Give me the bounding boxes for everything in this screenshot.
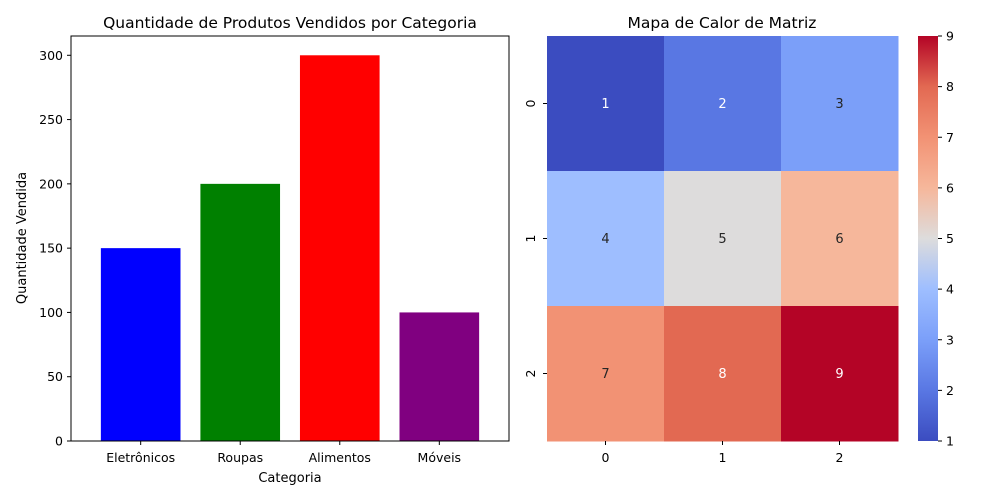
bar-y-tick-label: 200 <box>39 176 63 191</box>
colorbar-tick-label: 1 <box>946 434 954 449</box>
heatmap-cell <box>781 36 899 172</box>
heatmap-cell <box>547 306 665 442</box>
heatmap-cell <box>781 171 899 307</box>
bar-chart-marks <box>100 55 480 442</box>
bar-y-tick-label: 300 <box>39 48 63 63</box>
bar-chart-y-ticks: 0 50 100 150 200 250 300 <box>39 48 71 449</box>
colorbar-tick-label: 2 <box>946 383 954 398</box>
bar-2 <box>299 55 380 442</box>
colorbar-ticks: 1 2 3 4 5 6 7 8 9 <box>938 29 954 449</box>
heatmap-cell <box>547 36 665 172</box>
colorbar-tick-label: 8 <box>946 79 954 94</box>
bar-chart-x-ticks: Eletrônicos Roupas Alimentos Móveis <box>106 441 461 465</box>
colorbar-tick-label: 5 <box>946 231 954 246</box>
heatmap-x-ticks: 0 1 2 <box>602 441 844 465</box>
heatmap-y-tick-label: 0 <box>523 99 538 107</box>
heatmap-x-tick-label: 1 <box>719 450 727 465</box>
bar-x-tick-label: Roupas <box>217 450 263 465</box>
heatmap-cell-value: 7 <box>601 367 609 382</box>
bar-x-tick-label: Eletrônicos <box>106 450 175 465</box>
heatmap-cell <box>664 171 782 307</box>
bar-1 <box>200 183 281 441</box>
bar-y-tick-label: 50 <box>47 369 63 384</box>
colorbar-tick-label: 7 <box>946 130 954 145</box>
colorbar-tick-label: 6 <box>946 180 954 195</box>
heatmap-y-tick-label: 2 <box>523 370 538 378</box>
heatmap-cell <box>664 36 782 172</box>
heatmap-cell-value: 3 <box>835 97 843 112</box>
heatmap-cell-value: 6 <box>835 232 843 247</box>
heatmap-colorbar: 1 2 3 4 5 6 7 8 9 <box>918 29 954 449</box>
bar-x-tick-label: Alimentos <box>309 450 371 465</box>
heatmap-title: Mapa de Calor de Matriz <box>628 14 817 32</box>
bar-y-tick-label: 150 <box>39 241 63 256</box>
heatmap-cell-value: 5 <box>718 232 726 247</box>
bar-3 <box>399 312 480 441</box>
heatmap-cell-labels: 1 2 3 4 5 6 7 8 9 <box>601 97 843 382</box>
heatmap-cell-value: 4 <box>601 232 609 247</box>
heatmap-y-tick-label: 1 <box>523 235 538 243</box>
colorbar-gradient <box>918 36 938 441</box>
bar-chart-title: Quantidade de Produtos Vendidos por Cate… <box>103 14 477 32</box>
bar-x-tick-label: Móveis <box>418 450 462 465</box>
bar-y-tick-label: 100 <box>39 305 63 320</box>
heatmap-cell-value: 8 <box>718 367 726 382</box>
colorbar-tick-label: 4 <box>946 282 954 297</box>
heatmap-cells <box>547 36 899 442</box>
bar-0 <box>100 248 181 441</box>
heatmap-cell-value: 1 <box>601 97 609 112</box>
colorbar-tick-label: 9 <box>946 29 954 44</box>
heatmap-cell <box>781 306 899 442</box>
bar-y-tick-label: 0 <box>55 434 63 449</box>
heatmap-cell <box>664 306 782 442</box>
heatmap-x-tick-label: 0 <box>602 450 610 465</box>
bar-chart: Quantidade de Produtos Vendidos por Cate… <box>15 14 510 486</box>
bar-y-tick-label: 250 <box>39 112 63 127</box>
heatmap-y-ticks: 0 1 2 <box>523 99 547 377</box>
bar-chart-x-axis-label: Categoria <box>258 471 321 486</box>
heatmap-cell-value: 2 <box>718 97 726 112</box>
heatmap-x-tick-label: 2 <box>836 450 844 465</box>
heatmap-cell <box>547 171 665 307</box>
heatmap-cell-value: 9 <box>835 367 843 382</box>
bar-chart-y-axis-label: Quantidade Vendida <box>15 172 30 304</box>
colorbar-tick-label: 3 <box>946 332 954 347</box>
heatmap-chart: Mapa de Calor de Matriz 1 2 3 4 5 6 7 8 9 0 1 2 0 1… <box>523 14 899 465</box>
bar-chart-frame <box>70 35 510 442</box>
